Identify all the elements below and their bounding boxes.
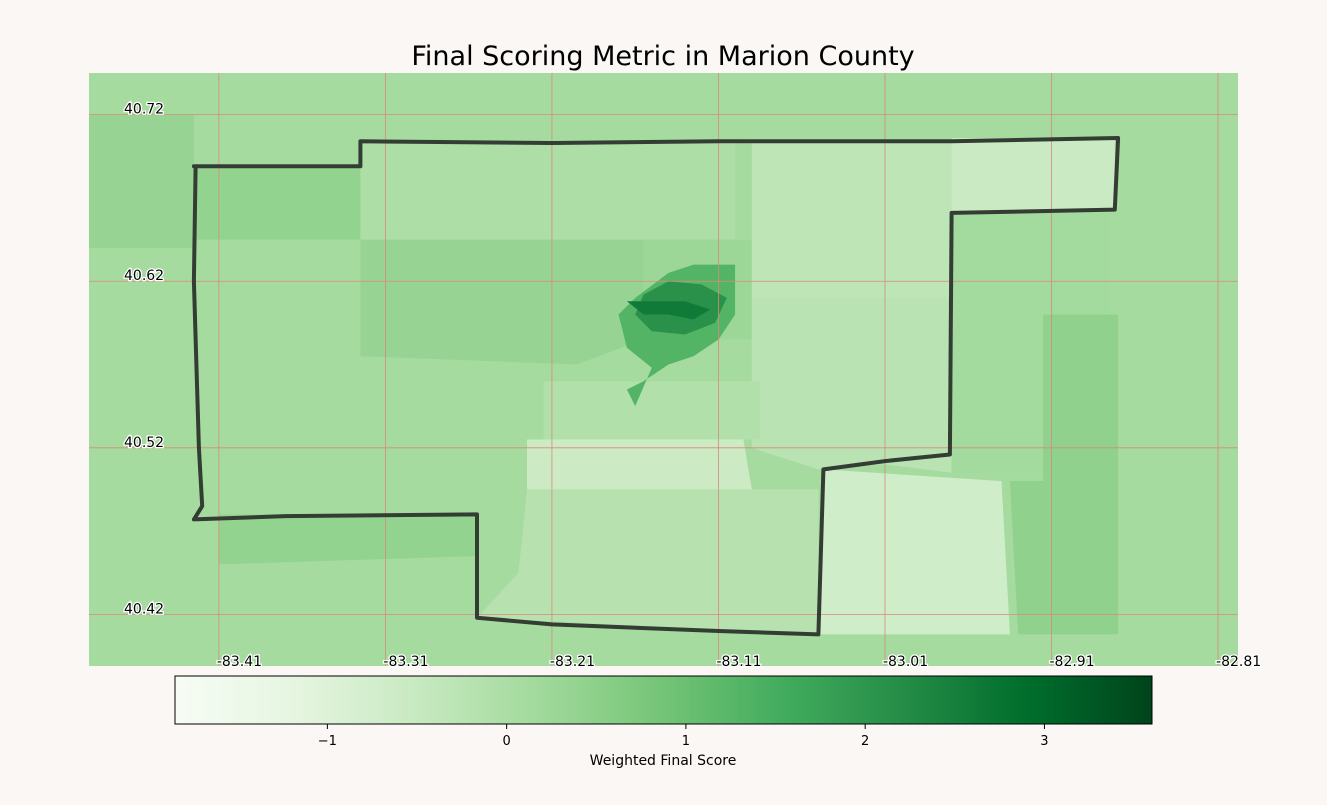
colorbar-ticks: −1 0 1 2 3	[318, 724, 1049, 749]
lon-tick-label: -82.81	[1216, 654, 1261, 670]
score-region-1	[89, 114, 194, 248]
colorbar-gradient	[174, 675, 1153, 725]
lon-tick-label: -83.11	[716, 654, 761, 670]
colorbar: −1 0 1 2 3 Weighted Final Score	[174, 675, 1153, 769]
colorbar-tick-label: 1	[682, 734, 690, 749]
score-region-2	[193, 166, 361, 240]
lat-tick-label: 40.42	[124, 601, 164, 617]
colorbar-tick-label: −1	[318, 734, 337, 749]
score-region-3	[360, 141, 736, 240]
lat-tick-label: 40.52	[124, 435, 164, 451]
colorbar-tick-label: 0	[503, 734, 511, 749]
lon-tick-label: -83.41	[217, 654, 262, 670]
lon-tick-label: -83.21	[550, 654, 595, 670]
map-gridlines	[89, 73, 1238, 666]
score-region-9	[1009, 314, 1119, 635]
map-area	[89, 73, 1238, 666]
latitude-labels: 40.72 40.62 40.52 40.42	[123, 100, 166, 618]
score-region-7	[951, 138, 1115, 213]
colorbar-tick-label: 3	[1040, 734, 1048, 749]
score-region-6	[751, 141, 952, 298]
score-region-10	[751, 297, 952, 473]
colorbar-tick-label: 2	[861, 734, 869, 749]
lon-tick-label: -83.01	[883, 654, 928, 670]
score-region-18	[626, 301, 711, 320]
score-regions	[89, 114, 1119, 635]
county-boundary	[191, 136, 1121, 637]
score-region-13	[477, 489, 819, 635]
score-region-4	[360, 239, 644, 365]
lon-tick-label: -82.91	[1049, 654, 1094, 670]
score-region-14	[818, 469, 1010, 635]
score-region-15	[218, 514, 477, 565]
longitude-labels: -83.41 -83.31 -83.21 -83.11 -83.01 -82.91 -82.…	[216, 653, 1263, 672]
lon-tick-label: -83.31	[383, 654, 428, 670]
score-region-11	[543, 381, 761, 440]
colorbar-label: Weighted Final Score	[590, 753, 737, 769]
chart-title: Final Scoring Metric in Marion County	[411, 41, 914, 72]
lat-tick-label: 40.62	[124, 268, 164, 284]
lat-tick-label: 40.72	[124, 102, 164, 118]
score-region-12	[527, 439, 752, 490]
